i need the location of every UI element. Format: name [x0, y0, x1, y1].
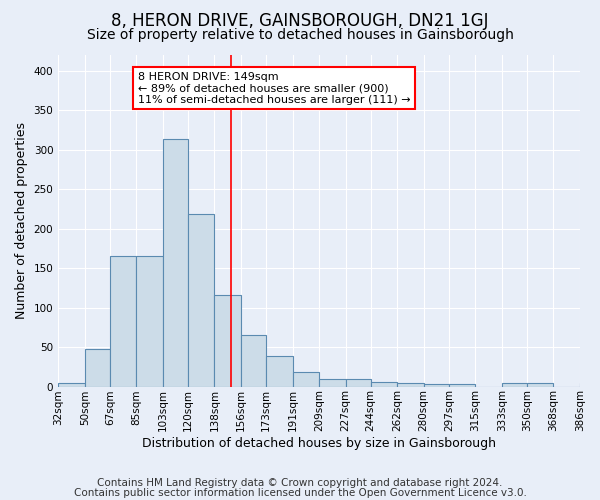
Bar: [188, 214, 214, 386]
X-axis label: Distribution of detached houses by size in Gainsborough: Distribution of detached houses by size …: [142, 437, 496, 450]
Bar: [580, 384, 600, 386]
Bar: [85, 350, 110, 387]
Text: Size of property relative to detached houses in Gainsborough: Size of property relative to detached ho…: [86, 28, 514, 42]
Bar: [424, 384, 449, 386]
Bar: [58, 382, 85, 386]
Text: 8 HERON DRIVE: 149sqm
← 89% of detached houses are smaller (900)
11% of semi-det: 8 HERON DRIVE: 149sqm ← 89% of detached …: [138, 72, 410, 105]
Bar: [397, 382, 424, 386]
Text: Contains HM Land Registry data © Crown copyright and database right 2024.: Contains HM Land Registry data © Crown c…: [97, 478, 503, 488]
Text: Contains public sector information licensed under the Open Government Licence v3: Contains public sector information licen…: [74, 488, 526, 498]
Bar: [449, 384, 475, 386]
Bar: [214, 295, 241, 386]
Bar: [502, 384, 527, 386]
Bar: [163, 140, 188, 386]
Bar: [371, 382, 397, 386]
Bar: [266, 356, 293, 386]
Bar: [110, 256, 136, 386]
Bar: [527, 384, 553, 386]
Bar: [293, 372, 319, 386]
Text: 8, HERON DRIVE, GAINSBOROUGH, DN21 1GJ: 8, HERON DRIVE, GAINSBOROUGH, DN21 1GJ: [111, 12, 489, 30]
Bar: [319, 378, 346, 386]
Bar: [241, 335, 266, 386]
Bar: [136, 256, 163, 386]
Y-axis label: Number of detached properties: Number of detached properties: [15, 122, 28, 320]
Bar: [346, 378, 371, 386]
